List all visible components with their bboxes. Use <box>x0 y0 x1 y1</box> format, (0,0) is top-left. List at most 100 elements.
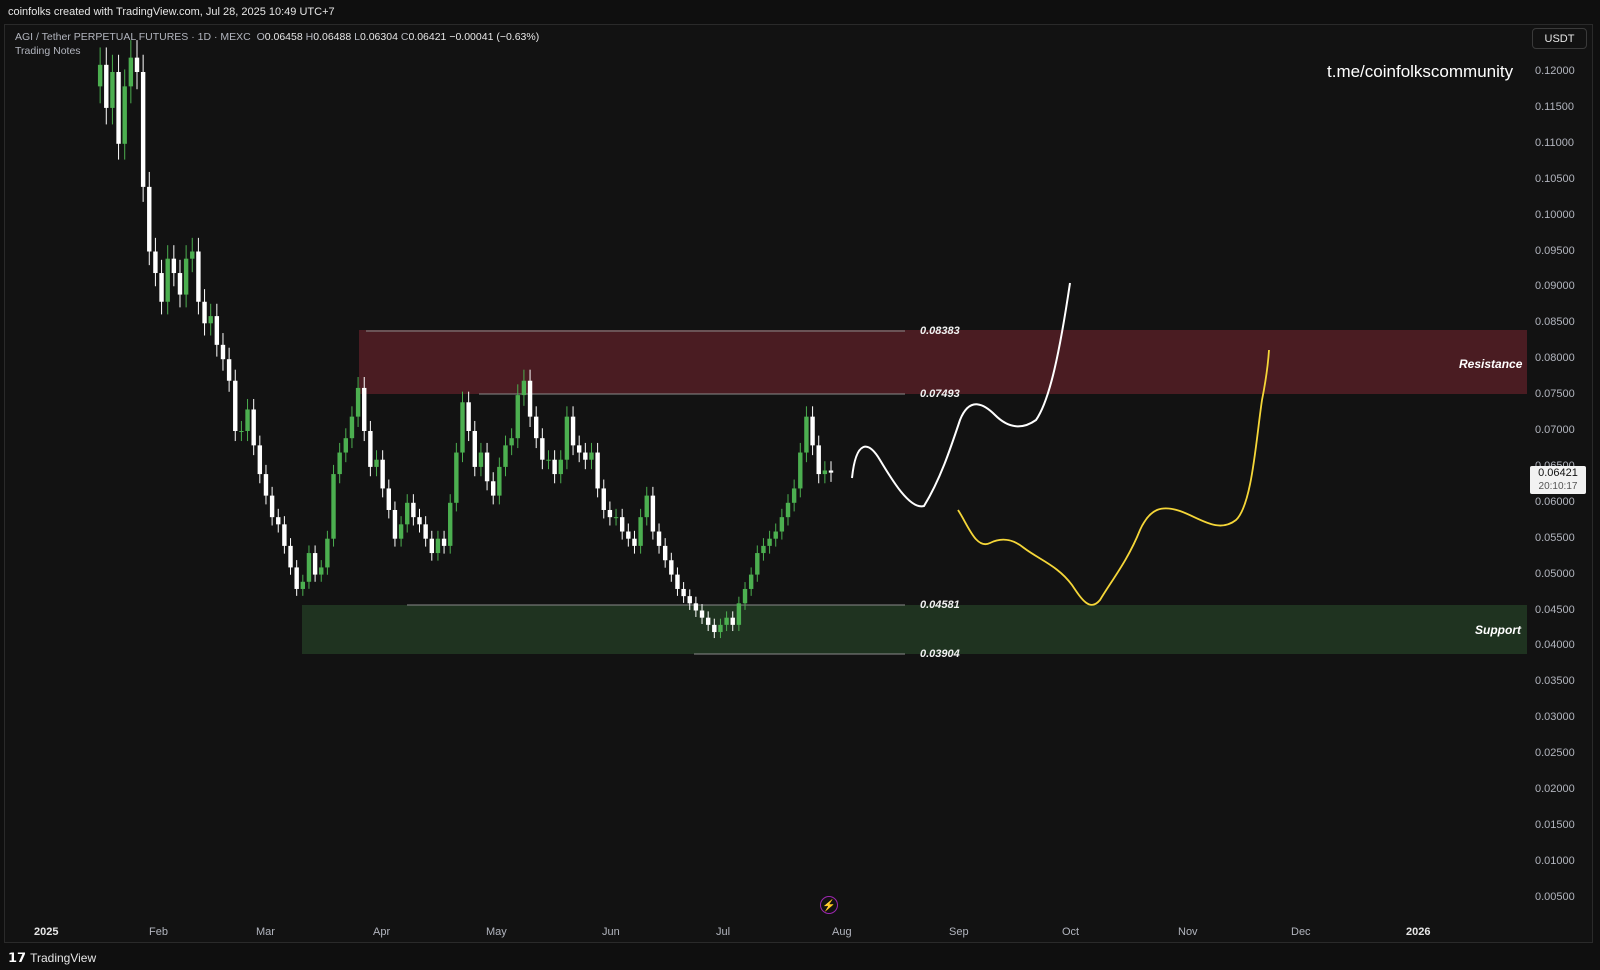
time-tick: Dec <box>1291 926 1311 938</box>
candle-body <box>626 531 631 539</box>
candle-body <box>251 409 256 446</box>
bearish-projection-line <box>957 349 1270 606</box>
candle-body <box>429 538 434 554</box>
candle-body <box>693 603 699 611</box>
candle-body <box>534 416 539 439</box>
candle-body <box>828 470 834 473</box>
candle-body <box>208 316 213 324</box>
resistance-zone <box>359 330 1527 394</box>
candle-body <box>97 64 103 87</box>
level-label-07493: 0.07493 <box>920 388 960 400</box>
symbol-name[interactable]: AGI / Tether PERPETUAL FUTURES · 1D · ME… <box>15 31 251 43</box>
candle-body <box>214 316 220 345</box>
candle-body <box>368 431 373 467</box>
candle-body <box>411 502 416 518</box>
candle-body <box>509 438 514 446</box>
time-tick: Aug <box>832 926 852 938</box>
candle-body <box>355 387 361 417</box>
candle-body <box>748 574 754 589</box>
candle-body <box>454 452 459 503</box>
candle-body <box>325 538 330 568</box>
tradingview-logo-icon: 𝟭𝟳 <box>8 950 27 965</box>
price-tick: 0.04000 <box>1535 639 1575 652</box>
candle-body <box>337 452 342 475</box>
watermark-text: t.me/coinfolkscommunity <box>1327 62 1514 81</box>
high-value: 0.06488 <box>313 31 352 43</box>
price-tick: 0.11000 <box>1535 136 1574 149</box>
candle-body <box>675 574 680 589</box>
candle-body <box>202 301 207 324</box>
time-tick: Apr <box>373 926 391 938</box>
candle-body <box>294 567 299 589</box>
candle-body <box>791 488 797 503</box>
price-tick: 0.12000 <box>1535 65 1575 77</box>
candle-body <box>171 258 177 274</box>
low-label: L <box>354 31 360 43</box>
candle-body <box>226 359 232 381</box>
candle-body <box>669 560 674 575</box>
candle-body <box>687 596 692 604</box>
candle-body <box>564 416 570 460</box>
candle-body <box>116 72 121 144</box>
time-tick: Oct <box>1062 926 1080 938</box>
candle-body <box>650 495 656 532</box>
candle-body <box>380 459 385 489</box>
candle-body <box>319 567 324 575</box>
candle-body <box>435 538 441 554</box>
candle-body <box>183 258 189 295</box>
low-value: 0.06304 <box>359 31 398 43</box>
symbol-legend: AGI / Tether PERPETUAL FUTURES · 1D · ME… <box>15 30 539 58</box>
candle-body <box>798 452 803 489</box>
candle-body <box>503 445 508 467</box>
candle-body <box>220 344 226 360</box>
price-tick: 0.04500 <box>1535 603 1575 616</box>
indicator-subtitle[interactable]: Trading Notes <box>15 45 81 57</box>
candle-body <box>736 603 742 625</box>
bullish-projection-line <box>851 282 1071 508</box>
candle-body <box>724 617 729 625</box>
candle-body <box>190 251 195 259</box>
candle-body <box>705 617 711 625</box>
high-label: H <box>305 31 314 43</box>
price-tick: 0.11500 <box>1535 100 1574 113</box>
candle-body <box>282 524 287 546</box>
candle-body <box>730 617 735 625</box>
time-tick: Sep <box>949 926 969 938</box>
candle-body <box>300 581 306 589</box>
candle-body <box>521 380 527 396</box>
candle-body <box>613 517 619 519</box>
candle-body <box>448 502 453 546</box>
candle-body <box>779 517 785 532</box>
candle-body <box>816 445 821 475</box>
candles-group <box>97 40 834 639</box>
candle-body <box>177 273 183 295</box>
candle-body <box>546 459 551 461</box>
currency-button[interactable]: USDT <box>1532 28 1587 49</box>
candle-body <box>263 474 269 496</box>
candle-body <box>343 438 349 453</box>
candle-body <box>392 509 398 539</box>
candle-body <box>662 545 668 561</box>
close-label: C <box>400 31 409 43</box>
candle-body <box>165 258 170 302</box>
candle-body <box>619 517 625 532</box>
candle-body <box>644 495 649 518</box>
candle-body <box>269 495 275 518</box>
price-tick: 0.02000 <box>1535 783 1575 795</box>
price-tick: 0.06000 <box>1535 495 1575 508</box>
candle-body <box>276 517 281 525</box>
candle-body <box>601 488 606 510</box>
candle-body <box>484 452 490 482</box>
candle-body <box>583 452 588 460</box>
close-value: 0.06421 <box>408 31 447 43</box>
candle-body <box>288 545 293 568</box>
candle-body <box>239 431 244 432</box>
candle-body <box>306 553 312 582</box>
lightning-icon[interactable]: ⚡ <box>820 896 838 914</box>
tradingview-brand[interactable]: 𝟭𝟳 TradingView <box>8 950 96 966</box>
last-price-label: 0.06421 20:10:17 <box>1530 466 1586 494</box>
candle-body <box>699 610 705 618</box>
candle-body <box>466 402 471 431</box>
time-tick: Jul <box>716 926 731 938</box>
